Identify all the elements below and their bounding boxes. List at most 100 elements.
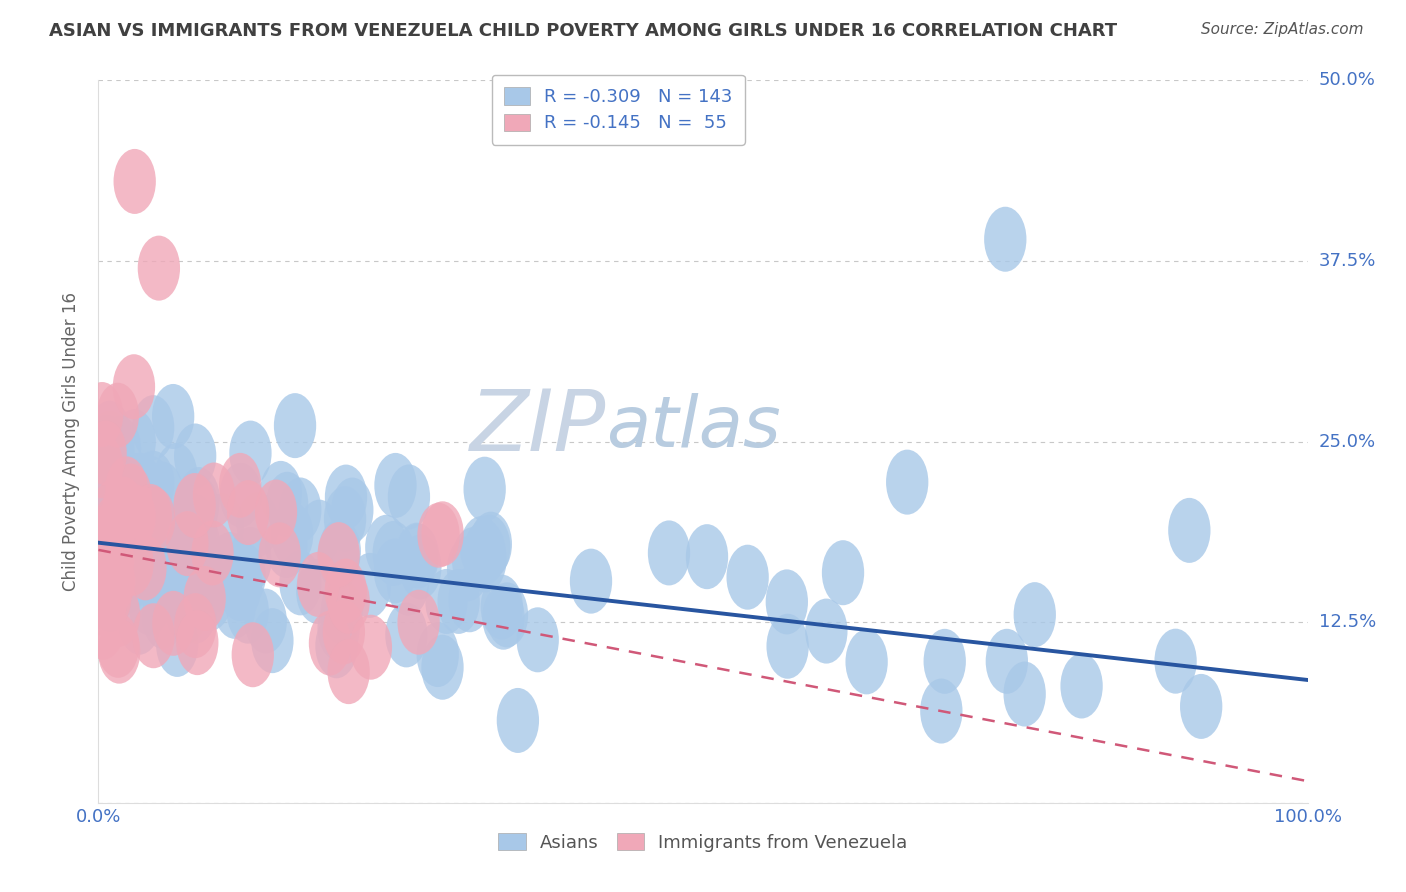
Ellipse shape bbox=[254, 480, 297, 544]
Ellipse shape bbox=[97, 383, 139, 448]
Ellipse shape bbox=[986, 629, 1028, 694]
Ellipse shape bbox=[160, 545, 202, 610]
Ellipse shape bbox=[169, 492, 211, 558]
Ellipse shape bbox=[115, 484, 157, 549]
Ellipse shape bbox=[309, 610, 352, 675]
Ellipse shape bbox=[1060, 654, 1102, 718]
Ellipse shape bbox=[396, 524, 439, 589]
Ellipse shape bbox=[191, 548, 233, 613]
Ellipse shape bbox=[318, 522, 360, 587]
Ellipse shape bbox=[132, 603, 174, 668]
Ellipse shape bbox=[98, 417, 141, 481]
Ellipse shape bbox=[464, 457, 506, 522]
Ellipse shape bbox=[766, 569, 808, 634]
Ellipse shape bbox=[160, 568, 202, 633]
Ellipse shape bbox=[325, 558, 367, 624]
Ellipse shape bbox=[156, 612, 198, 677]
Ellipse shape bbox=[124, 535, 166, 600]
Ellipse shape bbox=[105, 549, 148, 614]
Ellipse shape bbox=[259, 523, 301, 587]
Ellipse shape bbox=[84, 572, 127, 636]
Ellipse shape bbox=[193, 462, 235, 527]
Ellipse shape bbox=[569, 549, 612, 614]
Ellipse shape bbox=[464, 520, 506, 585]
Ellipse shape bbox=[516, 607, 558, 673]
Ellipse shape bbox=[387, 550, 429, 615]
Ellipse shape bbox=[114, 526, 156, 591]
Ellipse shape bbox=[132, 395, 174, 460]
Ellipse shape bbox=[823, 541, 865, 606]
Ellipse shape bbox=[806, 599, 848, 664]
Ellipse shape bbox=[174, 424, 217, 489]
Ellipse shape bbox=[219, 556, 262, 621]
Ellipse shape bbox=[82, 547, 124, 612]
Ellipse shape bbox=[366, 515, 408, 580]
Ellipse shape bbox=[920, 679, 963, 744]
Ellipse shape bbox=[93, 479, 135, 544]
Ellipse shape bbox=[176, 610, 218, 675]
Ellipse shape bbox=[153, 504, 195, 568]
Ellipse shape bbox=[128, 570, 170, 635]
Ellipse shape bbox=[727, 545, 769, 610]
Ellipse shape bbox=[214, 574, 256, 639]
Ellipse shape bbox=[145, 524, 187, 590]
Ellipse shape bbox=[332, 477, 374, 542]
Ellipse shape bbox=[481, 574, 523, 640]
Ellipse shape bbox=[93, 500, 135, 564]
Ellipse shape bbox=[112, 465, 155, 530]
Ellipse shape bbox=[266, 513, 308, 578]
Ellipse shape bbox=[385, 602, 427, 667]
Ellipse shape bbox=[87, 545, 131, 610]
Ellipse shape bbox=[155, 443, 197, 508]
Ellipse shape bbox=[166, 511, 208, 576]
Ellipse shape bbox=[219, 463, 262, 528]
Text: ZIP: ZIP bbox=[470, 385, 606, 468]
Ellipse shape bbox=[418, 503, 460, 567]
Ellipse shape bbox=[166, 578, 208, 643]
Ellipse shape bbox=[1004, 662, 1046, 727]
Ellipse shape bbox=[89, 401, 131, 466]
Ellipse shape bbox=[395, 523, 439, 588]
Ellipse shape bbox=[280, 477, 322, 542]
Ellipse shape bbox=[252, 608, 294, 673]
Ellipse shape bbox=[425, 569, 468, 634]
Ellipse shape bbox=[229, 527, 271, 592]
Ellipse shape bbox=[180, 536, 222, 601]
Ellipse shape bbox=[323, 486, 366, 551]
Ellipse shape bbox=[129, 484, 172, 549]
Ellipse shape bbox=[226, 480, 270, 545]
Ellipse shape bbox=[174, 495, 217, 559]
Ellipse shape bbox=[98, 582, 141, 647]
Ellipse shape bbox=[236, 492, 278, 558]
Ellipse shape bbox=[82, 511, 124, 576]
Ellipse shape bbox=[184, 566, 226, 631]
Ellipse shape bbox=[460, 516, 502, 581]
Text: 12.5%: 12.5% bbox=[1319, 613, 1376, 632]
Ellipse shape bbox=[321, 579, 363, 644]
Ellipse shape bbox=[464, 527, 506, 592]
Ellipse shape bbox=[319, 518, 361, 583]
Ellipse shape bbox=[101, 471, 143, 536]
Ellipse shape bbox=[297, 559, 339, 624]
Ellipse shape bbox=[103, 476, 145, 541]
Ellipse shape bbox=[686, 524, 728, 590]
Ellipse shape bbox=[174, 593, 217, 658]
Ellipse shape bbox=[124, 533, 166, 598]
Ellipse shape bbox=[152, 384, 194, 449]
Ellipse shape bbox=[146, 524, 188, 589]
Ellipse shape bbox=[112, 354, 155, 419]
Ellipse shape bbox=[89, 566, 131, 632]
Ellipse shape bbox=[82, 506, 124, 571]
Ellipse shape bbox=[118, 590, 160, 655]
Ellipse shape bbox=[128, 491, 170, 555]
Ellipse shape bbox=[91, 528, 134, 592]
Ellipse shape bbox=[224, 542, 266, 607]
Ellipse shape bbox=[120, 453, 162, 518]
Ellipse shape bbox=[111, 531, 153, 596]
Ellipse shape bbox=[328, 639, 370, 704]
Ellipse shape bbox=[148, 557, 190, 622]
Ellipse shape bbox=[1180, 673, 1222, 739]
Text: ASIAN VS IMMIGRANTS FROM VENEZUELA CHILD POVERTY AMONG GIRLS UNDER 16 CORRELATIO: ASIAN VS IMMIGRANTS FROM VENEZUELA CHILD… bbox=[49, 22, 1118, 40]
Ellipse shape bbox=[173, 473, 215, 538]
Ellipse shape bbox=[152, 591, 194, 656]
